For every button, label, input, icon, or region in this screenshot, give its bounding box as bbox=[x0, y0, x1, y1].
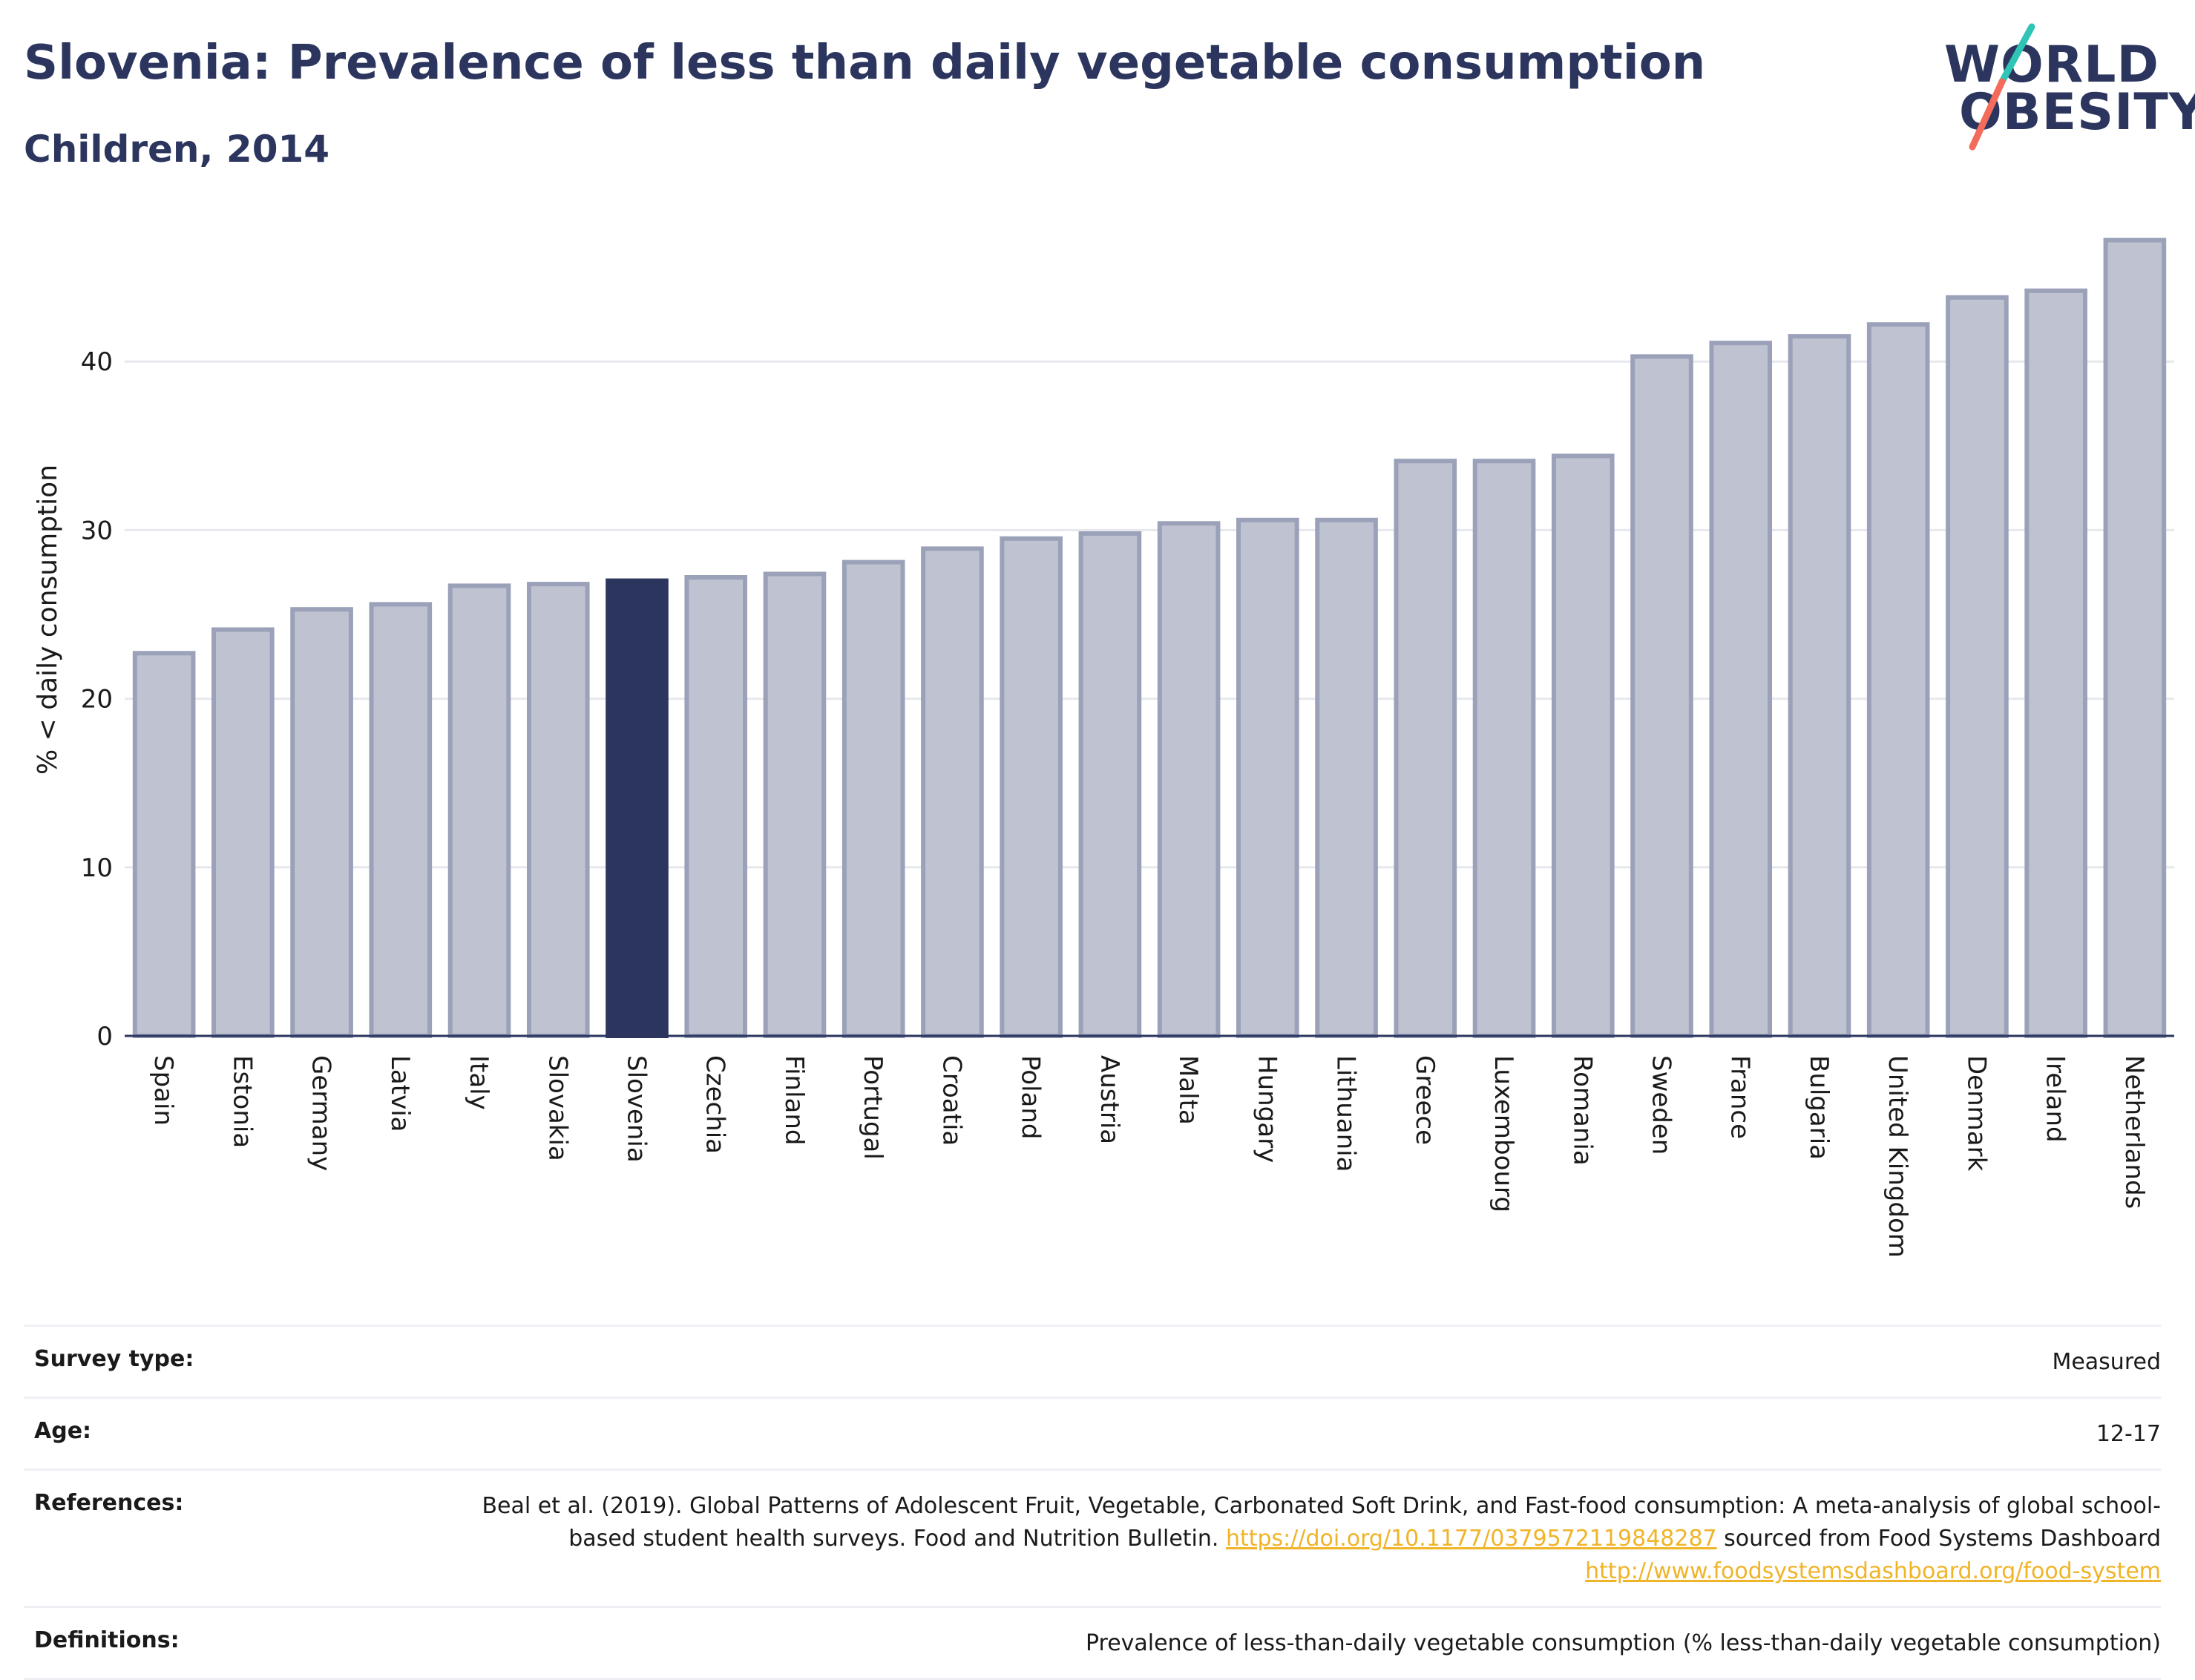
bar-slovakia[interactable] bbox=[526, 582, 590, 1038]
bar-bulgaria[interactable] bbox=[1788, 334, 1851, 1038]
x-tick-label: Croatia bbox=[936, 1055, 966, 1146]
bar-hungary[interactable] bbox=[1236, 517, 1299, 1038]
logo-text-world: WORLD bbox=[1944, 36, 2159, 94]
definitions-row: Definitions: Prevalence of less-than-dai… bbox=[24, 1606, 2161, 1680]
x-tick-label: Slovenia bbox=[622, 1055, 652, 1163]
bar-netherlands[interactable] bbox=[2103, 237, 2167, 1039]
bar-denmark[interactable] bbox=[1946, 295, 2009, 1038]
bar-romania[interactable] bbox=[1551, 453, 1615, 1038]
x-tick-label: Finland bbox=[779, 1055, 809, 1146]
x-tick-label: Hungary bbox=[1252, 1055, 1282, 1163]
bar-finland[interactable] bbox=[763, 571, 827, 1038]
bar-luxembourg[interactable] bbox=[1472, 459, 1536, 1038]
food-systems-link[interactable]: http://www.foodsystemsdashboard.org/food… bbox=[1585, 1558, 2161, 1584]
bars bbox=[132, 237, 2167, 1039]
doi-link[interactable]: https://doi.org/10.1177/0379572119848287 bbox=[1225, 1526, 1717, 1552]
y-tick-label: 30 bbox=[81, 516, 113, 545]
bar-italy[interactable] bbox=[447, 583, 511, 1038]
y-tick-label: 40 bbox=[81, 347, 113, 377]
x-tick-label: Luxembourg bbox=[1489, 1055, 1518, 1213]
x-tick-label: Spain bbox=[148, 1055, 178, 1126]
bar-spain[interactable] bbox=[132, 651, 196, 1038]
survey-type-value: Measured bbox=[2052, 1349, 2161, 1375]
x-tick-label: Germany bbox=[306, 1055, 336, 1171]
survey-type-row: Survey type: Measured bbox=[24, 1325, 2161, 1397]
world-obesity-logo: WORLD OBESITY bbox=[1929, 22, 2195, 156]
bar-portugal[interactable] bbox=[841, 560, 905, 1038]
x-tick-label: Malta bbox=[1173, 1055, 1203, 1125]
references-row: References: Beal et al. (2019). Global P… bbox=[24, 1469, 2161, 1606]
x-tick-label: Lithuania bbox=[1331, 1055, 1361, 1172]
age-label: Age: bbox=[34, 1418, 92, 1444]
bar-lithuania[interactable] bbox=[1315, 517, 1378, 1038]
x-tick-label: Romania bbox=[1567, 1055, 1597, 1166]
grid-lines bbox=[125, 360, 2174, 869]
survey-type-label: Survey type: bbox=[34, 1346, 194, 1372]
y-axis-label: % < daily consumption bbox=[33, 465, 63, 775]
x-tick-label: Slovakia bbox=[542, 1055, 572, 1161]
metadata-table: Survey type: Measured Age: 12-17 Referen… bbox=[24, 1325, 2161, 1680]
bar-malta[interactable] bbox=[1157, 521, 1221, 1038]
age-value: 12-17 bbox=[2096, 1421, 2161, 1447]
bar-germany[interactable] bbox=[290, 607, 353, 1038]
references-label: References: bbox=[34, 1490, 184, 1516]
bar-france[interactable] bbox=[1709, 341, 1773, 1038]
definitions-label: Definitions: bbox=[34, 1627, 180, 1653]
bar-sweden[interactable] bbox=[1630, 354, 1693, 1039]
y-tick-label: 0 bbox=[96, 1022, 113, 1051]
x-tick-label: Poland bbox=[1016, 1055, 1046, 1140]
y-tick-label: 20 bbox=[81, 685, 113, 715]
x-tick-label: Italy bbox=[464, 1055, 493, 1110]
logo-slash-icon bbox=[1969, 23, 2035, 151]
x-tick-label: Greece bbox=[1410, 1055, 1440, 1145]
chart-subtitle: Children, 2014 bbox=[24, 128, 330, 171]
bar-croatia[interactable] bbox=[921, 546, 984, 1038]
bar-latvia[interactable] bbox=[369, 602, 433, 1038]
bar-slovenia[interactable] bbox=[606, 578, 669, 1038]
x-tick-label: Portugal bbox=[858, 1055, 887, 1160]
x-tick-label: United Kingdom bbox=[1883, 1055, 1912, 1258]
x-tick-label: France bbox=[1725, 1055, 1755, 1139]
axes: 0 10 20 30 40 Spain Estonia Germany Latvia Italy S… bbox=[81, 347, 2174, 1258]
chart-title: Slovenia: Prevalence of less than daily … bbox=[24, 36, 1706, 91]
x-tick-label: Austria bbox=[1095, 1055, 1124, 1144]
definitions-value: Prevalence of less-than-daily vegetable … bbox=[1085, 1630, 2161, 1656]
x-tick-label: Ireland bbox=[2041, 1055, 2070, 1143]
bar-estonia[interactable] bbox=[211, 627, 275, 1038]
references-text-1: Beal et al. (2019). Global Patterns of A… bbox=[482, 1493, 2161, 1552]
x-tick-label: Denmark bbox=[1961, 1055, 1991, 1172]
bar-poland[interactable] bbox=[1000, 536, 1063, 1038]
references-text-2: sourced from Food Systems Dashboard bbox=[1716, 1526, 2161, 1552]
bar-greece[interactable] bbox=[1394, 459, 1457, 1038]
y-tick-label: 10 bbox=[81, 853, 113, 883]
x-tick-label: Netherlands bbox=[2119, 1055, 2149, 1209]
x-tick-label: Sweden bbox=[1647, 1055, 1676, 1155]
x-tick-label: Bulgaria bbox=[1804, 1055, 1834, 1160]
bar-austria[interactable] bbox=[1078, 531, 1142, 1039]
x-tick-label: Czechia bbox=[701, 1055, 730, 1154]
references-value: Beal et al. (2019). Global Patterns of A… bbox=[454, 1490, 2161, 1588]
x-tick-label: Latvia bbox=[385, 1055, 415, 1132]
x-tick-label: Estonia bbox=[227, 1055, 257, 1148]
age-row: Age: 12-17 bbox=[24, 1397, 2161, 1469]
bar-ireland[interactable] bbox=[2024, 288, 2087, 1038]
bar-czechia[interactable] bbox=[684, 575, 748, 1038]
bar-united-kingdom[interactable] bbox=[1866, 322, 1930, 1038]
bar-chart: 0 10 20 30 40 Spain Estonia Germany Latvia Italy S… bbox=[33, 237, 2174, 1258]
